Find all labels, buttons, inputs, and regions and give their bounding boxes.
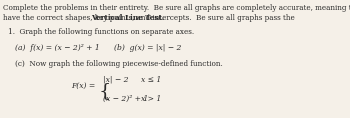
Text: (x − 2)² + 1: (x − 2)² + 1: [103, 95, 148, 103]
Text: {: {: [98, 82, 111, 100]
Text: |x| − 2: |x| − 2: [103, 76, 128, 84]
Text: x ≤ 1: x ≤ 1: [141, 76, 161, 84]
Text: (b)  g(x) = |x| − 2: (b) g(x) = |x| − 2: [114, 44, 181, 52]
Text: (c)  Now graph the following piecewise-defined function.: (c) Now graph the following piecewise-de…: [15, 60, 223, 68]
Text: (a)  f(x) = (x − 2)² + 1: (a) f(x) = (x − 2)² + 1: [15, 44, 99, 52]
Text: have the correct shapes, key points, and intercepts.  Be sure all graphs pass th: have the correct shapes, key points, and…: [3, 14, 297, 22]
Text: 1.  Graph the following functions on separate axes.: 1. Graph the following functions on sepa…: [8, 27, 194, 36]
Text: Complete the problems in their entirety.  Be sure all graphs are completely accu: Complete the problems in their entirety.…: [3, 4, 350, 12]
Text: F(x) =: F(x) =: [71, 82, 96, 90]
Text: Vertical Line Test.: Vertical Line Test.: [91, 14, 164, 22]
Text: x > 1: x > 1: [141, 95, 161, 103]
